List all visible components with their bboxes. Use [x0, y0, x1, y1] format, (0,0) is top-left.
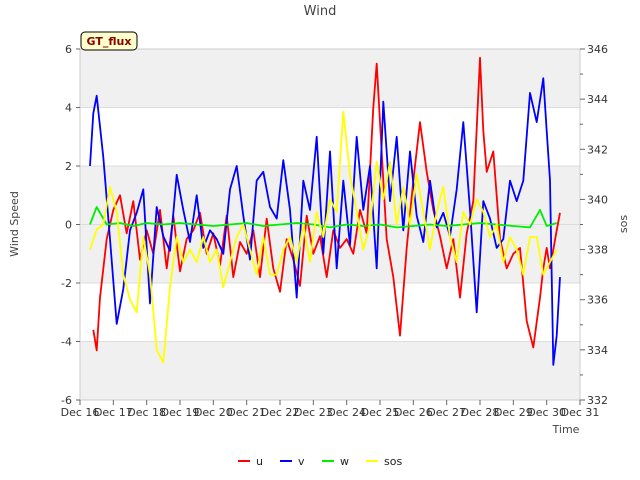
- series-line-w: [89, 206, 557, 229]
- legend: u v w sos: [238, 455, 402, 468]
- y2-tick-label: 336: [587, 294, 608, 307]
- legend-label-w: w: [340, 455, 349, 468]
- y-tick-label: -6: [61, 394, 72, 407]
- x-tick-label: Dec 27: [427, 406, 466, 419]
- y-axis-label: Wind Speed: [8, 191, 21, 257]
- x-tick-label: Dec 17: [94, 406, 133, 419]
- chart-title: Wind: [304, 4, 337, 19]
- y-tick-label: 4: [65, 102, 72, 115]
- x-tick-label: Dec 20: [194, 406, 233, 419]
- y2-tick-label: 344: [587, 93, 608, 106]
- y-tick-label: -4: [61, 336, 72, 349]
- y2-tick-label: 332: [587, 394, 608, 407]
- x-tick-label: Dec 29: [494, 406, 533, 419]
- y2-axis-label: sos: [617, 215, 630, 233]
- x-tick-label: Dec 23: [294, 406, 333, 419]
- x-tick-label: Dec 24: [327, 406, 366, 419]
- x-tick-label: Dec 31: [561, 406, 600, 419]
- y-tick-label: -2: [61, 277, 72, 290]
- x-tick-label: Dec 26: [394, 406, 433, 419]
- left-axis: -6 -4 -2 0 2 4 6: [61, 43, 80, 407]
- x-tick-label: Dec 16: [61, 406, 100, 419]
- y2-tick-label: 346: [587, 43, 608, 56]
- right-axis: 332 334 336 338 340 342 344 346: [580, 43, 608, 407]
- x-tick-label: Dec 19: [161, 406, 200, 419]
- band-0: [80, 49, 580, 108]
- y2-tick-label: 338: [587, 244, 608, 257]
- x-axis-label: Time: [552, 423, 580, 436]
- series-group: [89, 56, 561, 366]
- badge: GT_flux: [80, 31, 138, 51]
- x-tick-label: Dec 18: [127, 406, 166, 419]
- series-line-sos: [89, 110, 558, 364]
- x-tick-label: Dec 25: [361, 406, 400, 419]
- series-line-v: [89, 77, 561, 366]
- band-2: [80, 341, 580, 400]
- y-tick-label: 0: [65, 219, 72, 232]
- legend-label-v: v: [298, 455, 305, 468]
- legend-label-sos: sos: [384, 455, 402, 468]
- x-tick-label: Dec 28: [461, 406, 500, 419]
- y-tick-label: 6: [65, 43, 72, 56]
- x-tick-label: Dec 22: [261, 406, 300, 419]
- y2-tick-label: 342: [587, 143, 608, 156]
- badge-box: [80, 31, 138, 51]
- badge-label: GT_flux: [87, 35, 132, 48]
- y-tick-label: 2: [65, 160, 72, 173]
- y2-tick-label: 340: [587, 193, 608, 206]
- x-tick-label: Dec 30: [527, 406, 566, 419]
- x-tick-label: Dec 21: [227, 406, 266, 419]
- y2-tick-label: 334: [587, 344, 608, 357]
- legend-label-u: u: [256, 455, 263, 468]
